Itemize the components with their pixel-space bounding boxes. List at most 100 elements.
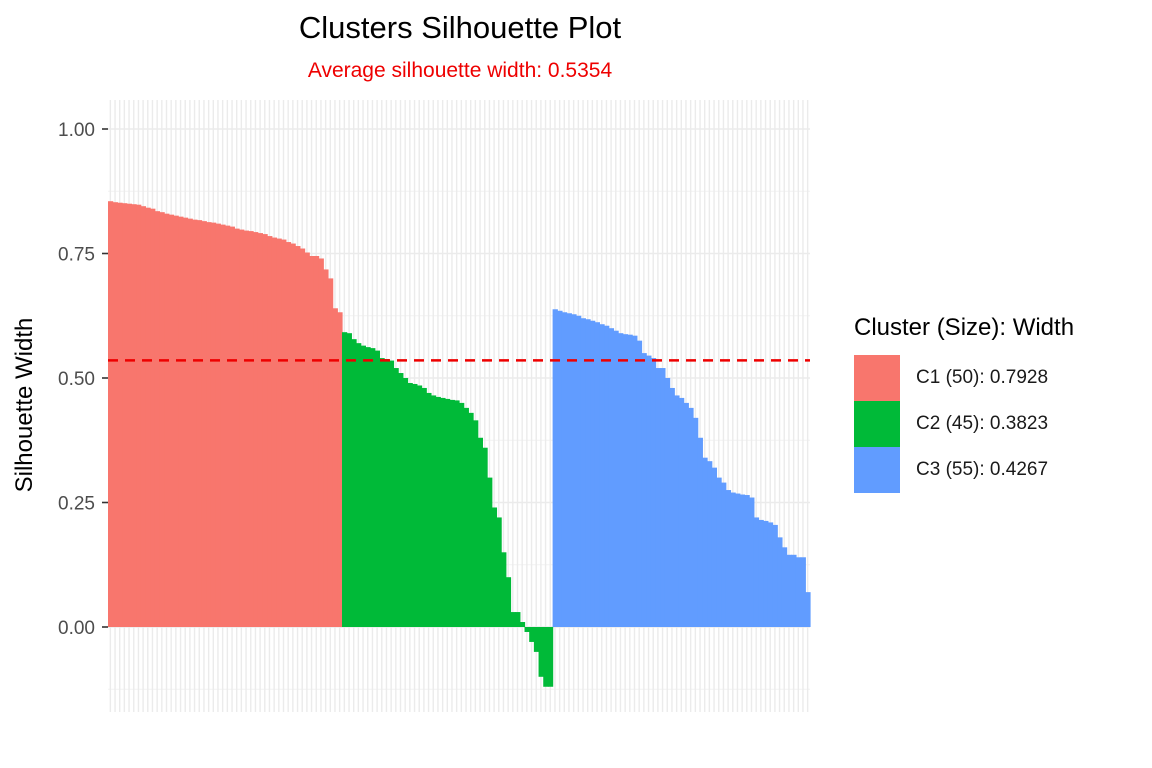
bar-c3 [767, 522, 774, 627]
bar-c1 [262, 234, 268, 627]
bar-c2 [379, 358, 385, 627]
bar-c1 [253, 232, 259, 627]
y-tick-label: 0.00 [58, 618, 95, 639]
bar-c1 [290, 243, 296, 628]
bar-c1 [239, 229, 245, 627]
bar-c3 [739, 494, 746, 627]
bar-c1 [210, 222, 217, 627]
legend-label-c3: C3 (55): 0.4267 [916, 459, 1049, 480]
bar-c3 [725, 490, 732, 627]
bar-c1 [281, 239, 287, 627]
bar-c1 [131, 204, 137, 627]
bar-c2 [473, 420, 479, 627]
bar-c3 [557, 310, 563, 627]
y-tick-label: 0.25 [58, 494, 95, 515]
legend-swatch-c2 [854, 401, 900, 447]
bar-c1 [168, 214, 175, 627]
bar-c3 [599, 324, 605, 627]
bar-c2 [416, 385, 423, 627]
bar-c2 [374, 350, 381, 627]
bar-c2 [449, 399, 455, 627]
legend-item-c2: C2 (45): 0.3823 [854, 401, 1074, 447]
legend: Cluster (Size): Width C1 (50): 0.7928 C2… [854, 314, 1074, 493]
bar-c3 [552, 309, 558, 627]
bar-c3 [632, 335, 638, 627]
bar-c2 [407, 382, 413, 627]
bar-c3 [636, 340, 643, 627]
bar-c2 [370, 348, 376, 627]
bar-c2 [454, 400, 460, 627]
bar-c1 [136, 204, 142, 628]
bar-c2 [543, 627, 549, 687]
bar-c3 [580, 318, 586, 627]
bar-c3 [585, 319, 591, 627]
bar-c2 [402, 378, 409, 627]
bar-c1 [126, 203, 132, 627]
bar-c2 [435, 396, 441, 627]
bar-c1 [178, 216, 184, 627]
bar-c1 [220, 224, 226, 627]
bar-c1 [309, 255, 315, 628]
bar-c2 [356, 343, 362, 627]
bar-c3 [622, 334, 629, 627]
bar-c2 [524, 627, 530, 632]
bar-c2 [501, 552, 507, 627]
bar-c1 [285, 242, 292, 627]
bar-c3 [772, 524, 778, 627]
bar-c3 [791, 554, 797, 627]
bar-c2 [463, 407, 469, 627]
bar-c2 [384, 359, 390, 627]
bar-c2 [459, 402, 465, 627]
bar-c1 [337, 312, 343, 627]
bar-c3 [800, 557, 806, 627]
bar-c1 [271, 237, 278, 627]
bar-c3 [590, 320, 596, 627]
bar-c2 [468, 412, 474, 627]
bar-c2 [533, 627, 540, 652]
bar-c1 [234, 228, 240, 627]
bar-c1 [164, 213, 170, 627]
bar-c1 [229, 226, 235, 627]
bar-c1 [295, 246, 301, 627]
bar-c3 [604, 325, 610, 627]
bar-c3 [781, 547, 788, 627]
bar-c1 [304, 252, 310, 627]
bar-c3 [576, 315, 582, 627]
bar-c1 [140, 206, 147, 627]
bar-c1 [196, 220, 203, 627]
bar-c1 [117, 202, 123, 628]
bar-c2 [346, 333, 352, 627]
bar-c2 [505, 577, 512, 627]
bar-c3 [608, 328, 615, 627]
bar-c3 [566, 313, 572, 627]
bar-c1 [332, 308, 338, 627]
legend-swatch-c3 [854, 447, 900, 493]
bar-c3 [735, 493, 741, 627]
bar-c1 [206, 222, 212, 627]
bar-c2 [412, 383, 418, 627]
bar-c3 [674, 395, 680, 627]
bar-c1 [243, 230, 249, 628]
bar-c3 [664, 378, 671, 627]
bar-c3 [646, 355, 652, 627]
bar-c1 [323, 269, 329, 627]
bar-c2 [477, 437, 483, 627]
bar-c3 [669, 387, 675, 627]
bar-c1 [173, 215, 179, 628]
bar-c2 [482, 447, 488, 627]
bar-c2 [519, 622, 526, 627]
bar-c3 [795, 557, 802, 627]
bar-c1 [154, 211, 161, 628]
bar-c3 [693, 417, 699, 627]
bar-c2 [365, 347, 371, 627]
bar-c1 [192, 219, 198, 628]
bar-c2 [398, 373, 404, 627]
bar-c3 [613, 330, 619, 627]
bar-c3 [697, 437, 703, 627]
bar-c1 [313, 255, 320, 628]
legend-item-c3: C3 (55): 0.4267 [854, 447, 1074, 493]
chart-title: Clusters Silhouette Plot [298, 10, 622, 45]
bar-c3 [618, 333, 624, 627]
bar-c2 [440, 397, 446, 627]
